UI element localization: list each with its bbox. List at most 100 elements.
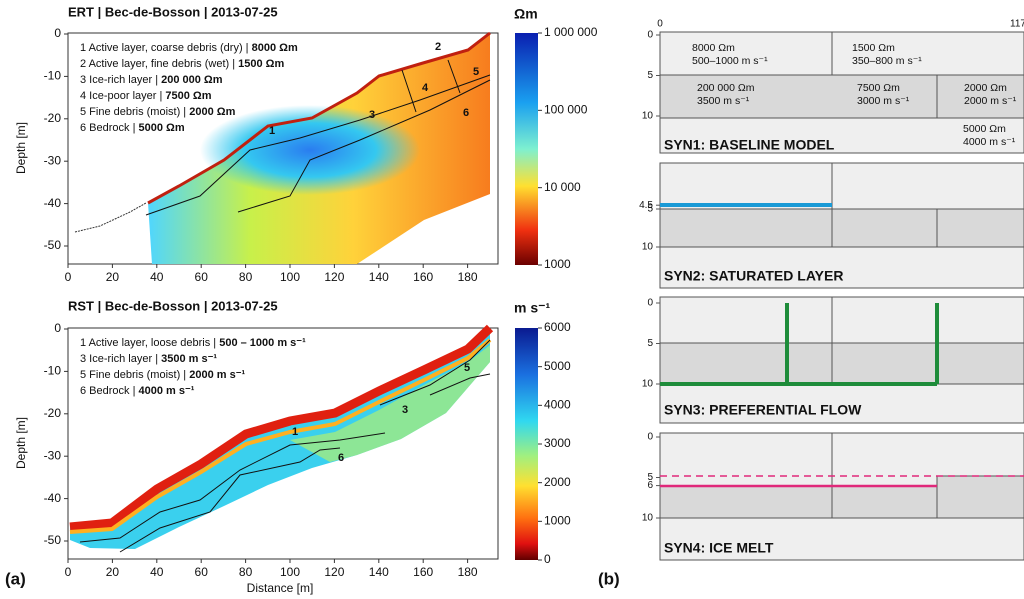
annotation: 2 [435,41,441,53]
colorbar-tick-label: 3000 [544,436,571,450]
legend-text: 6 Bedrock | [80,122,139,134]
syn3-box [659,296,1024,424]
x-tick-label: 180 [458,565,478,579]
x-tick-label: 40 [150,270,164,284]
annotation: 3 [369,109,375,121]
rst-section [70,328,490,549]
legend-text: 2 Active layer, fine debris (wet) | [80,58,238,70]
x-tick-label: 160 [413,565,433,579]
y-tick-label: -20 [44,111,62,125]
y-tick-label: 10 [642,379,654,390]
y-tick-label: -10 [44,69,62,83]
y-axis-label: Depth [m] [14,417,28,469]
y-tick-label: 5 [647,472,653,483]
x-tick-label: 160 [413,270,433,284]
legend-value: 4000 m s⁻¹ [139,385,195,397]
annotation: 6 [338,452,344,464]
annotation: 6 [463,107,469,119]
legend-text: 3 Ice-rich layer | [80,74,161,86]
legend-text: 5 Fine debris (moist) | [80,369,189,381]
y-tick-label: 5 [647,70,653,81]
colorbar-tick-label: 6000 [544,320,571,334]
y-tick-label: -40 [44,491,62,505]
legend-entry: 5 Fine debris (moist) | 2000 Ωm [80,106,236,118]
colorbar-tick-label: 100 000 [544,103,588,117]
y-tick-label: 0 [647,298,653,309]
colorbar-tick-label: 4000 [544,398,571,412]
cell-velocity: 3500 m s⁻¹ [697,95,750,107]
y-tick-label: -20 [44,406,62,420]
syn4-box [659,432,1024,561]
legend-entry: 4 Ice-poor layer | 7500 Ωm [80,90,212,102]
ert-contour [401,59,461,113]
legend-value: 200 000 Ωm [161,74,223,86]
rst-contour [379,339,491,406]
legend-entry: 3 Ice-rich layer | 200 000 Ωm [80,74,223,86]
y-tick-label: 6 [647,480,653,491]
x-tick-label: 40 [150,565,164,579]
x-axis-label: Distance [m] [247,581,314,595]
ert-surface [147,31,491,205]
x-tick-label: 140 [369,565,389,579]
y-tick-label: -40 [44,196,62,210]
colorbar-tick-label: 1000 [544,514,571,528]
legend-value: 500 – 1000 m s⁻¹ [219,337,306,349]
cell-resistivity: 8000 Ωm [692,42,735,54]
annotation: 4 [422,82,429,94]
x-tick-label: 80 [239,270,253,284]
cell-velocity: 4000 m s⁻¹ [963,136,1016,148]
annotation: 1 [269,125,275,137]
model-title: SYN4: ICE MELT [664,540,774,556]
x-tick-label: 20 [106,565,120,579]
y-tick-label: -30 [44,448,62,462]
legend-entry: 1 Active layer, coarse debris (dry) | 80… [80,42,298,54]
legend-text: 5 Fine debris (moist) | [80,106,189,118]
legend-entry: 2 Active layer, fine debris (wet) | 1500… [80,58,285,70]
legend-text: 1 Active layer, coarse debris (dry) | [80,42,252,54]
y-tick-label: 5 [647,204,653,215]
cell-velocity: 500–1000 m s⁻¹ [692,55,768,67]
syn1-box [659,31,1024,154]
cell-velocity: 350–800 m s⁻¹ [852,55,922,67]
y-tick-label: 10 [642,111,654,122]
colorbar-tick-label: 1 000 000 [544,25,598,39]
annotation: 3 [402,404,408,416]
legend-entry: 6 Bedrock | 5000 Ωm [80,122,185,134]
legend-value: 5000 Ωm [139,122,185,134]
rst-title: RST | Bec-de-Bosson | 2013-07-25 [68,298,278,313]
y-tick-label: -10 [44,364,62,378]
y-tick-label: -50 [44,238,62,252]
ert-title: ERT | Bec-de-Bosson | 2013-07-25 [68,4,278,19]
legend-text: 6 Bedrock | [80,385,139,397]
y-tick-label: -30 [44,153,62,167]
ert-ice-zone [200,105,420,195]
cell-velocity: 3000 m s⁻¹ [857,95,910,107]
y-tick-label: 0 [54,321,61,335]
x-tick-label: 0 [657,19,663,30]
x-tick-label: 20 [106,270,120,284]
rst-zone [290,345,490,462]
legend-entry: 3 Ice-rich layer | 3500 m s⁻¹ [80,353,217,365]
annotation: 5 [464,362,470,374]
ert-contour [145,74,491,216]
x-tick-label: 60 [195,565,209,579]
legend-entry: 5 Fine debris (moist) | 2000 m s⁻¹ [80,369,246,381]
rst-surface [69,324,494,532]
x-tick-label: 0 [65,565,72,579]
ert-colorbar-unit: Ωm [514,6,538,22]
legend-value: 2000 m s⁻¹ [189,369,245,381]
cell-resistivity: 7500 Ωm [857,82,900,94]
x-tick-label: 117 [1010,19,1024,30]
cell-resistivity: 5000 Ωm [963,123,1006,135]
legend-value: 3500 m s⁻¹ [161,353,217,365]
rst-colorbar [515,328,538,560]
legend-entry: 1 Active layer, loose debris | 500 – 100… [80,337,306,349]
colorbar-tick-label: 2000 [544,475,571,489]
legend-value: 1500 Ωm [238,58,284,70]
legend-value: 7500 Ωm [165,90,211,102]
rst-colorbar-unit: m s⁻¹ [514,300,551,316]
x-tick-label: 100 [280,565,300,579]
y-tick-label: 4.5 [639,200,653,211]
legend-value: 2000 Ωm [189,106,235,118]
